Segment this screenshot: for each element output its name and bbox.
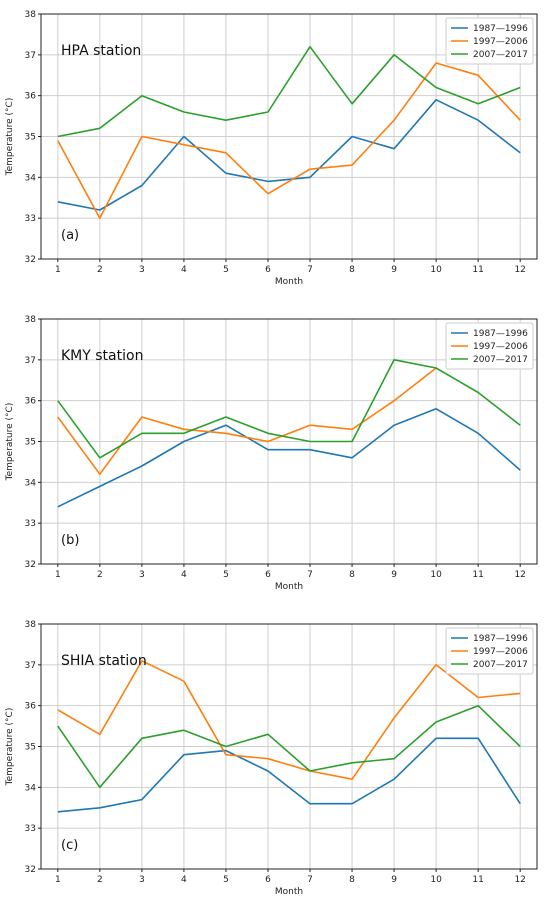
x-tick-label: 12 bbox=[514, 570, 525, 580]
panel-label: (c) bbox=[61, 838, 78, 853]
x-tick-label: 7 bbox=[307, 265, 313, 275]
x-tick-label: 2 bbox=[97, 875, 103, 885]
x-tick-label: 11 bbox=[472, 875, 483, 885]
y-tick-label: 33 bbox=[25, 519, 36, 529]
x-tick-label: 6 bbox=[265, 265, 271, 275]
legend: 1987—1996 1997—2006 2007—2017 bbox=[445, 627, 534, 675]
y-tick-label: 36 bbox=[25, 702, 37, 712]
x-tick-label: 11 bbox=[472, 570, 483, 580]
x-tick-label: 2 bbox=[97, 265, 103, 275]
x-tick-label: 1 bbox=[55, 570, 61, 580]
legend: 1987—1996 1997—2006 2007—2017 bbox=[445, 322, 534, 370]
station-title: KMY station bbox=[61, 348, 143, 364]
y-tick-label: 32 bbox=[25, 255, 36, 265]
y-tick-label: 37 bbox=[25, 356, 36, 366]
station-title: HPA station bbox=[61, 43, 141, 59]
legend-entry-2: 1997—2006 bbox=[473, 37, 528, 47]
legend-entry-3: 2007—2017 bbox=[473, 355, 528, 365]
y-axis-label: Temperature (°C) bbox=[5, 403, 15, 482]
y-tick-label: 34 bbox=[25, 173, 37, 183]
x-tick-label: 7 bbox=[307, 570, 313, 580]
x-tick-label: 6 bbox=[265, 875, 271, 885]
x-tick-label: 7 bbox=[307, 875, 313, 885]
y-tick-label: 36 bbox=[25, 397, 37, 407]
x-tick-label: 4 bbox=[181, 265, 187, 275]
legend-entry-2: 1997—2006 bbox=[473, 647, 528, 657]
station-title: SHIA station bbox=[61, 653, 147, 669]
panel-label: (a) bbox=[61, 228, 79, 243]
y-tick-label: 35 bbox=[25, 133, 36, 143]
y-tick-label: 32 bbox=[25, 560, 36, 570]
legend: 1987—1996 1997—2006 2007—2017 bbox=[445, 17, 534, 65]
series-line-2 bbox=[57, 367, 437, 476]
x-tick-label: 8 bbox=[349, 265, 355, 275]
x-tick-label: 6 bbox=[265, 570, 271, 580]
legend-entry-1: 1987—1996 bbox=[473, 24, 528, 34]
y-tick-label: 34 bbox=[25, 783, 37, 793]
y-tick-label: 33 bbox=[25, 824, 36, 834]
y-tick-label: 38 bbox=[25, 315, 37, 325]
legend-entry-1: 1987—1996 bbox=[473, 329, 528, 339]
series-line-3 bbox=[57, 704, 521, 789]
x-tick-label: 8 bbox=[349, 875, 355, 885]
x-tick-label: 2 bbox=[97, 570, 103, 580]
x-tick-label: 3 bbox=[139, 570, 145, 580]
legend-entry-2: 1997—2006 bbox=[473, 342, 528, 352]
legend-box bbox=[445, 17, 534, 65]
legend-box bbox=[445, 627, 534, 675]
legend-entry-1: 1987—1996 bbox=[473, 634, 528, 644]
x-tick-label: 4 bbox=[181, 875, 187, 885]
series-line-3 bbox=[57, 358, 521, 459]
y-tick-label: 38 bbox=[25, 620, 37, 630]
y-tick-label: 33 bbox=[25, 214, 36, 224]
x-axis-label: Month bbox=[275, 887, 303, 897]
x-tick-label: 10 bbox=[430, 875, 442, 885]
series-line-2 bbox=[57, 659, 521, 781]
x-tick-label: 5 bbox=[223, 875, 229, 885]
y-tick-label: 36 bbox=[25, 92, 37, 102]
x-tick-label: 5 bbox=[223, 265, 229, 275]
chart-panel-1: 1 2 3 4 5 6 7 8 9 10 11 1232333435363738MonthTemper… bbox=[5, 10, 538, 287]
x-tick-label: 1 bbox=[55, 875, 61, 885]
x-axis-label: Month bbox=[275, 277, 303, 287]
y-tick-label: 35 bbox=[25, 743, 36, 753]
x-tick-label: 10 bbox=[430, 265, 442, 275]
y-tick-label: 37 bbox=[25, 661, 36, 671]
y-tick-label: 37 bbox=[25, 51, 36, 61]
x-tick-label: 9 bbox=[391, 265, 397, 275]
y-axis-label: Temperature (°C) bbox=[5, 98, 15, 177]
chart-panel-3: 1 2 3 4 5 6 7 8 9 10 11 1232333435363738MonthTemper… bbox=[5, 620, 538, 897]
x-tick-label: 8 bbox=[349, 570, 355, 580]
series-line-2 bbox=[57, 62, 521, 219]
x-tick-label: 3 bbox=[139, 875, 145, 885]
series-line-1 bbox=[57, 737, 521, 813]
x-tick-label: 9 bbox=[391, 875, 397, 885]
x-tick-label: 1 bbox=[55, 265, 61, 275]
y-tick-label: 35 bbox=[25, 438, 36, 448]
panel-label: (b) bbox=[61, 533, 79, 548]
legend-entry-3: 2007—2017 bbox=[473, 660, 528, 670]
legend-box bbox=[445, 322, 534, 370]
x-tick-label: 11 bbox=[472, 265, 483, 275]
y-axis-label: Temperature (°C) bbox=[5, 708, 15, 787]
x-axis-label: Month bbox=[275, 582, 303, 592]
chart-panel-2: 1 2 3 4 5 6 7 8 9 10 11 1232333435363738MonthTemper… bbox=[5, 315, 538, 592]
x-tick-label: 12 bbox=[514, 875, 525, 885]
y-tick-label: 38 bbox=[25, 10, 37, 20]
x-tick-label: 5 bbox=[223, 570, 229, 580]
series-line-1 bbox=[57, 407, 521, 508]
x-tick-label: 12 bbox=[514, 265, 525, 275]
y-tick-label: 34 bbox=[25, 478, 37, 488]
x-tick-label: 4 bbox=[181, 570, 187, 580]
legend-entry-3: 2007—2017 bbox=[473, 50, 528, 60]
x-tick-label: 9 bbox=[391, 570, 397, 580]
x-tick-label: 3 bbox=[139, 265, 145, 275]
y-tick-label: 32 bbox=[25, 865, 36, 875]
x-tick-label: 10 bbox=[430, 570, 442, 580]
series-line-3 bbox=[57, 45, 521, 138]
series-line-1 bbox=[57, 99, 521, 211]
